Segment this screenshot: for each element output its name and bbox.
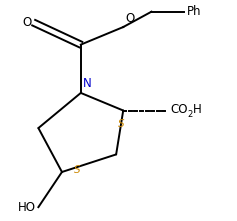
Text: S: S — [118, 119, 124, 129]
Text: S: S — [74, 165, 80, 175]
Text: HO: HO — [18, 201, 36, 214]
Text: 2: 2 — [187, 110, 192, 119]
Text: N: N — [83, 77, 92, 90]
Text: CO: CO — [170, 103, 188, 116]
Text: O: O — [22, 16, 31, 29]
Text: H: H — [192, 103, 201, 116]
Text: O: O — [126, 12, 135, 25]
Text: Ph: Ph — [187, 5, 201, 18]
